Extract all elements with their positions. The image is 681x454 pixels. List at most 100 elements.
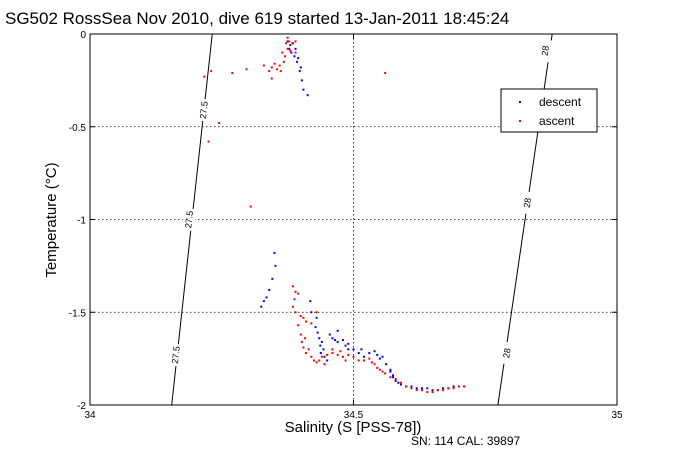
ascent-point-80 — [339, 350, 342, 353]
descent-point-63 — [442, 387, 445, 390]
contour-label-0-0: 27.5 — [198, 101, 210, 120]
serial-calibration-note: SN: 114 CAL: 39897 — [411, 434, 521, 448]
descent-point-17 — [268, 288, 271, 291]
ascent-point-3 — [245, 68, 248, 71]
contour-label-1-1: 28 — [522, 197, 533, 208]
descent-point-37 — [344, 344, 347, 347]
ascent-point-2 — [231, 71, 234, 74]
descent-point-30 — [319, 352, 322, 355]
ascent-point-77 — [463, 385, 466, 388]
ascent-point-54 — [357, 359, 360, 362]
ascent-point-35 — [302, 316, 305, 319]
x-tick-label-2: 35 — [611, 410, 623, 421]
contour-label-bg-0-1 — [181, 207, 197, 232]
contour-label-bg-1-1 — [519, 191, 535, 215]
ascent-point-18 — [273, 62, 276, 65]
ascent-point-44 — [312, 359, 315, 362]
ascent-point-79 — [331, 348, 334, 351]
descent-point-9 — [302, 88, 305, 91]
ascent-point-37 — [310, 322, 313, 325]
ascent-point-23 — [286, 36, 289, 39]
descent-point-53 — [394, 379, 397, 382]
y-tick-label-0: 0 — [80, 30, 86, 41]
ascent-point-39 — [299, 333, 302, 336]
descent-point-18 — [265, 296, 268, 299]
ascent-point-27 — [291, 285, 294, 288]
ascent-point-45 — [315, 361, 318, 364]
ascent-point-15 — [282, 60, 285, 63]
descent-point-3 — [294, 47, 297, 50]
descent-point-38 — [347, 348, 350, 351]
descent-point-27 — [320, 340, 323, 343]
legend: descent ascent — [500, 88, 598, 133]
ascent-point-28 — [294, 290, 297, 293]
ascent-point-33 — [299, 314, 302, 317]
contour-label-bg-1-2 — [499, 341, 515, 365]
ascent-point-34 — [297, 324, 300, 327]
descent-point-70 — [334, 339, 337, 342]
contour-label-1-2: 28 — [501, 347, 512, 358]
ascent-point-22 — [291, 42, 294, 45]
descent-point-46 — [378, 357, 381, 360]
ascent-point-32 — [294, 311, 297, 314]
y-tick-label-1: -0.5 — [69, 123, 87, 134]
legend-label-ascent: ascent — [539, 114, 575, 128]
ascent-point-63 — [389, 376, 392, 379]
chart-title: SG502 RossSea Nov 2010, dive 619 started… — [5, 9, 509, 28]
y-tick-label-2: -1 — [77, 216, 86, 227]
contour-label-bg-0-2 — [168, 343, 184, 367]
legend-label-descent: descent — [539, 95, 582, 109]
ascent-point-55 — [363, 359, 366, 362]
descent-point-10 — [306, 94, 309, 97]
ascent-point-56 — [368, 357, 371, 360]
ascent-point-47 — [320, 355, 323, 358]
ascent-point-5 — [207, 140, 210, 143]
descent-point-31 — [323, 355, 326, 358]
descent-point-19 — [262, 300, 265, 303]
ascent-point-81 — [344, 359, 347, 362]
ascent-point-40 — [300, 340, 303, 343]
descent-point-1 — [289, 44, 292, 47]
descent-point-39 — [352, 348, 355, 351]
descent-point-41 — [360, 348, 363, 351]
descent-point-36 — [341, 339, 344, 342]
descent-point-47 — [381, 355, 384, 358]
ascent-point-24 — [294, 40, 297, 43]
descent-point-5 — [293, 55, 296, 58]
ascent-point-57 — [370, 361, 373, 364]
descent-point-28 — [319, 344, 322, 347]
x-tick-label-1: 34.5 — [344, 410, 364, 421]
ascent-point-30 — [293, 298, 296, 301]
ascent-point-31 — [291, 305, 294, 308]
descent-point-12 — [299, 66, 302, 69]
descent-point-26 — [318, 337, 321, 340]
ascent-point-36 — [305, 320, 308, 323]
y-axis-label: Temperature (°C) — [43, 162, 60, 277]
descent-point-65 — [452, 385, 455, 388]
ascent-point-66 — [405, 385, 408, 388]
ascent-point-65 — [399, 381, 402, 384]
descent-point-29 — [322, 348, 325, 351]
descent-point-23 — [315, 316, 318, 319]
legend-box — [500, 88, 598, 133]
ascent-point-78 — [323, 363, 326, 366]
descent-point-16 — [271, 277, 274, 280]
descent-point-57 — [410, 385, 413, 388]
descent-point-68 — [347, 342, 350, 345]
ascent-point-21 — [294, 51, 297, 54]
descent-point-58 — [415, 387, 418, 390]
descent-point-20 — [260, 305, 263, 308]
descent-point-14 — [273, 251, 276, 254]
descent-point-60 — [426, 387, 429, 390]
contour-label-0-1: 27.5 — [183, 210, 195, 229]
axis-ticks: 34 34.5 35 0 -0.5 -1 -1.5 -2 — [69, 30, 623, 421]
descent-point-6 — [296, 60, 299, 63]
y-tick-label-4: -2 — [77, 401, 86, 412]
ascent-point-46 — [318, 359, 321, 362]
descent-point-40 — [357, 352, 360, 355]
ascent-point-83 — [304, 337, 307, 340]
ascent-point-76 — [457, 385, 460, 388]
ascent-point-4 — [218, 122, 221, 125]
ascent-point-48 — [326, 353, 329, 356]
descent-point-25 — [316, 331, 319, 334]
